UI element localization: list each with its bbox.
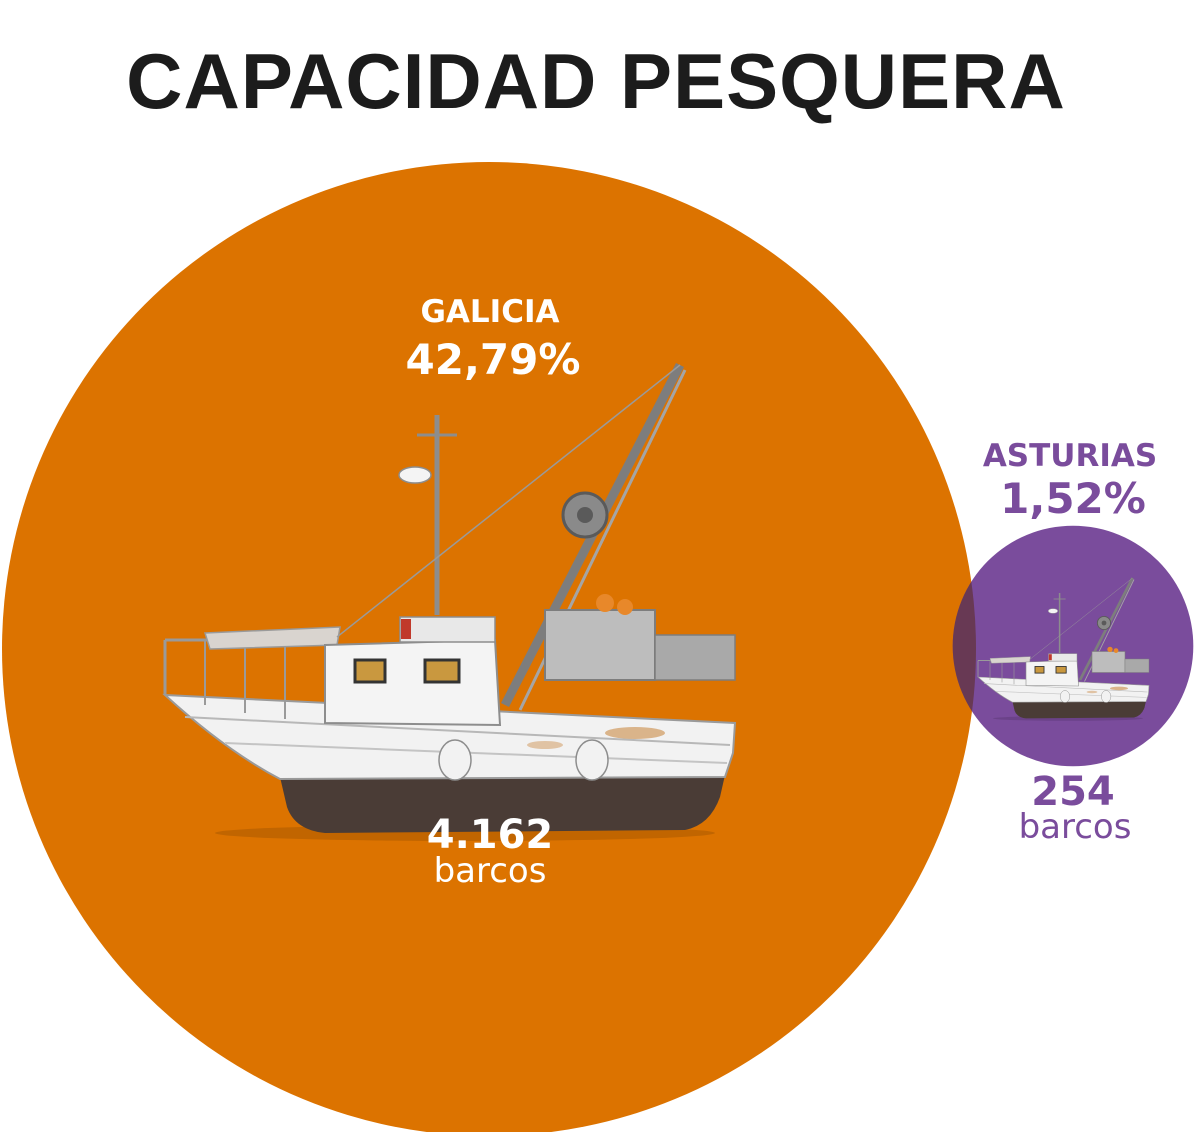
bubble-asturias (952, 525, 1194, 767)
galicia-share-label: 42,79% (406, 335, 581, 384)
galicia-unit-label: barcos (434, 851, 547, 891)
asturias-share-label: 1,52% (1000, 474, 1146, 523)
asturias-unit-label: barcos (1019, 807, 1132, 847)
galicia-region-label: GALICIA (420, 294, 559, 330)
galicia-count-label: 4.162 (427, 812, 554, 858)
asturias-region-label: ASTURIAS (983, 438, 1157, 474)
chart-title: CAPACIDAD PESQUERA (126, 37, 1066, 125)
asturias-count-label: 254 (1031, 769, 1115, 815)
